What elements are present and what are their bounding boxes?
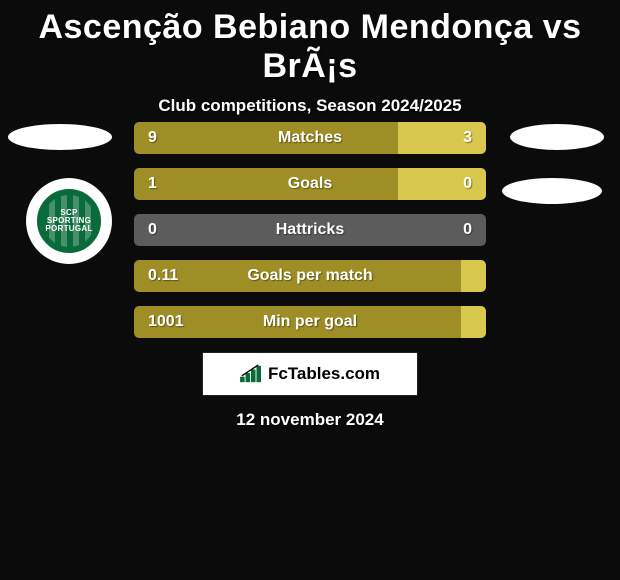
stat-segment-left: 0 (134, 214, 472, 246)
stats-panel: 93Matches10Goals00Hattricks0.11Goals per… (134, 122, 486, 352)
stat-segment-left: 0.11 (134, 260, 461, 292)
page-subtitle: Club competitions, Season 2024/2025 (0, 96, 620, 116)
stat-segment-right: 0 (398, 168, 486, 200)
club-badge-left: SCP SPORTING PORTUGAL (26, 178, 112, 264)
stat-value-right: 3 (463, 129, 472, 147)
stat-segment-right: 3 (398, 122, 486, 154)
stat-segment-right (461, 306, 486, 338)
club-badge-inner: SCP SPORTING PORTUGAL (37, 189, 101, 253)
stat-value-right: 0 (463, 175, 472, 193)
avatar-placeholder-right-1 (510, 124, 604, 150)
brand-box: FcTables.com (202, 352, 418, 396)
stat-segment-right (461, 260, 486, 292)
stat-value-left: 0.11 (148, 267, 178, 285)
stat-segment-left: 9 (134, 122, 398, 154)
stat-value-left: 1 (148, 175, 157, 193)
stat-value-right: 0 (463, 221, 472, 239)
club-badge-line3: PORTUGAL (45, 225, 92, 233)
page-title: Ascenção Bebiano Mendonça vs BrÃ¡s (0, 0, 620, 86)
date-label: 12 november 2024 (0, 410, 620, 430)
avatar-placeholder-left-1 (8, 124, 112, 150)
stat-row: 10Goals (134, 168, 486, 200)
stat-value-left: 1001 (148, 313, 184, 331)
stat-value-left: 9 (148, 129, 157, 147)
bar-chart-icon (240, 364, 262, 384)
brand-text: FcTables.com (268, 364, 380, 384)
infographic-root: Ascenção Bebiano Mendonça vs BrÃ¡s Club … (0, 0, 620, 580)
stat-segment-left: 1001 (134, 306, 461, 338)
stat-segment-left: 1 (134, 168, 398, 200)
stat-row: 00Hattricks (134, 214, 486, 246)
stat-value-left: 0 (148, 221, 157, 239)
avatar-placeholder-right-2 (502, 178, 602, 204)
stat-row: 1001Min per goal (134, 306, 486, 338)
stat-row: 93Matches (134, 122, 486, 154)
stat-row: 0.11Goals per match (134, 260, 486, 292)
stat-segment-right: 0 (472, 214, 486, 246)
